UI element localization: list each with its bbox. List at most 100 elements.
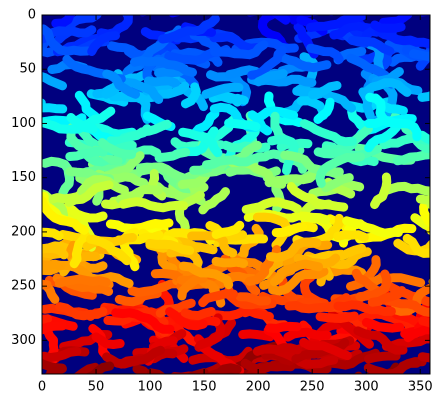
- blob: [178, 261, 234, 290]
- blob: [299, 119, 357, 147]
- blob: [268, 267, 329, 296]
- blob: [42, 358, 67, 373]
- blob: [130, 56, 197, 77]
- blob: [418, 316, 430, 328]
- blob: [190, 109, 220, 138]
- blob: [42, 103, 68, 114]
- x-tick-label: 200: [246, 380, 271, 395]
- blob: [165, 307, 208, 331]
- blob: [87, 31, 120, 56]
- blob: [415, 194, 430, 205]
- blob: [355, 269, 392, 302]
- blob: [74, 90, 100, 122]
- blob: [374, 27, 430, 49]
- blob: [238, 329, 275, 342]
- blob: [77, 175, 129, 196]
- blob: [367, 286, 407, 307]
- blob: [292, 15, 301, 17]
- blob: [210, 40, 269, 60]
- blob: [42, 259, 66, 271]
- blob: [92, 15, 104, 17]
- y-tick-label: 100: [11, 116, 36, 131]
- x-tick-label: 250: [300, 380, 325, 395]
- blob: [206, 70, 252, 107]
- blob: [393, 150, 430, 166]
- blob: [54, 203, 108, 223]
- blob: [306, 43, 344, 64]
- blob: [370, 20, 406, 33]
- blob: [273, 346, 339, 369]
- blob: [158, 15, 220, 44]
- x-tick-label: 50: [88, 380, 105, 395]
- blob: [361, 78, 412, 101]
- blob: [299, 337, 352, 361]
- blob: [363, 358, 422, 374]
- x-tick-label: 0: [38, 380, 46, 395]
- blob: [353, 326, 408, 355]
- blob: [364, 122, 402, 153]
- blob: [106, 119, 172, 146]
- y-tick-label: 50: [19, 62, 36, 77]
- blob: [211, 256, 249, 268]
- blob: [277, 52, 332, 73]
- blob: [0, 204, 36, 215]
- blob: [270, 259, 324, 287]
- blob: [170, 47, 223, 67]
- blob: [427, 241, 430, 249]
- blob: [180, 82, 201, 109]
- blob: [97, 138, 136, 159]
- blob: [42, 24, 93, 56]
- blob: [380, 181, 430, 196]
- blob: [202, 152, 271, 170]
- blob: [266, 237, 322, 263]
- blob: [136, 162, 195, 185]
- blob: [7, 306, 34, 319]
- blob: [111, 308, 175, 334]
- x-tick-label: 100: [138, 380, 163, 395]
- blob: [370, 172, 392, 210]
- blob: [201, 82, 244, 99]
- blob: [305, 15, 367, 32]
- blob: [42, 30, 50, 52]
- blob: [4, 320, 35, 334]
- blob: [46, 362, 100, 374]
- blob: [347, 35, 395, 56]
- y-tick-label: 200: [11, 224, 36, 239]
- blob: [102, 69, 140, 99]
- blob: [177, 274, 208, 301]
- blob: [54, 274, 111, 288]
- blob: [131, 218, 174, 233]
- blob: [264, 321, 302, 333]
- blob: [42, 117, 72, 134]
- blob: [102, 345, 165, 369]
- blob: [426, 200, 430, 209]
- blob: [364, 116, 422, 142]
- blob: [280, 150, 344, 177]
- blob: [358, 87, 375, 121]
- blob: [282, 15, 298, 21]
- blob: [132, 364, 155, 374]
- blob: [308, 81, 342, 100]
- blob: [198, 187, 230, 215]
- blob: [103, 310, 138, 326]
- blob: [168, 15, 182, 18]
- blob: [209, 32, 262, 53]
- blob: [66, 113, 98, 134]
- blob: [417, 130, 430, 145]
- blob: [42, 321, 67, 335]
- blob: [418, 15, 430, 17]
- blob: [64, 278, 114, 296]
- blob: [267, 135, 299, 176]
- blob: [122, 78, 164, 104]
- blob: [212, 306, 274, 321]
- y-tick-label: 150: [11, 170, 36, 185]
- plot-frame: [41, 14, 431, 375]
- blob: [379, 15, 413, 27]
- y-tick-label: 0: [28, 8, 36, 23]
- blob: [176, 229, 218, 255]
- blob: [240, 358, 296, 374]
- blob: [118, 197, 189, 213]
- blob: [246, 15, 260, 17]
- blob: [403, 325, 430, 343]
